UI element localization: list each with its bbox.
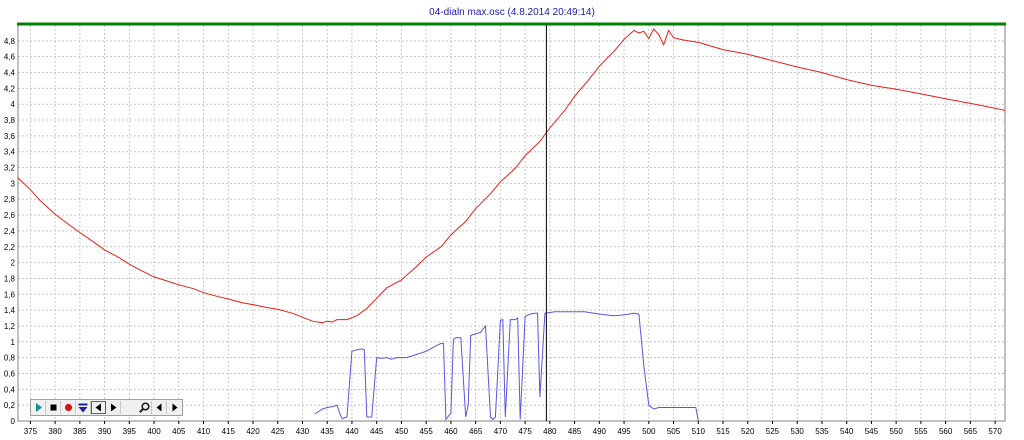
y-tick-label: 0,6 [4,369,16,378]
x-tick-label: 385 [73,427,87,436]
x-tick-label: 565 [964,427,978,436]
x-tick-label: 375 [24,427,38,436]
y-tick-label: 0,2 [4,401,16,410]
x-tick-label: 555 [914,427,928,436]
chart-title: 04-dialn max.osc (4.8.2014 20:49:14) [429,7,595,18]
x-tick-label: 465 [469,427,483,436]
y-tick-label: 4,2 [4,84,16,93]
x-tick-label: 570 [988,427,1002,436]
x-tick-label: 410 [197,427,211,436]
playback-toolbar [30,399,183,416]
play-icon[interactable] [31,401,46,414]
y-tick-label: 0,4 [4,385,16,394]
record-icon[interactable] [61,401,76,414]
x-tick-label: 485 [568,427,582,436]
x-tick-label: 495 [617,427,631,436]
y-tick-label: 2,2 [4,243,16,252]
x-tick-label: 445 [370,427,384,436]
y-tick-label: 1,8 [4,274,16,283]
x-tick-label: 470 [494,427,508,436]
y-tick-label: 2,6 [4,211,16,220]
grid [18,25,1005,421]
x-tick-label: 530 [791,427,805,436]
x-tick-label: 395 [123,427,137,436]
x-tick-label: 500 [642,427,656,436]
y-tick-label: 3,2 [4,164,16,173]
x-tick-label: 390 [98,427,112,436]
stop-icon[interactable] [46,401,61,414]
scroll-right-icon[interactable] [167,401,182,414]
y-tick-label: 1,6 [4,290,16,299]
x-tick-label: 400 [147,427,161,436]
x-tick-label: 540 [840,427,854,436]
scroll-left-icon[interactable] [152,401,167,414]
y-tick-label: 2 [11,259,16,268]
x-axis: 375 380 385 390 395 400 405 410 415 420 425 430 435 4… [24,421,1002,436]
x-tick-label: 515 [716,427,730,436]
x-tick-label: 405 [172,427,186,436]
y-tick-label: 4,4 [4,69,16,78]
x-tick-label: 425 [271,427,285,436]
y-tick-label: 2,8 [4,195,16,204]
zoom-icon[interactable] [137,401,152,414]
y-tick-label: 2,4 [4,227,16,236]
x-tick-label: 450 [395,427,409,436]
step-back-icon[interactable] [91,401,106,414]
y-tick-label: 4,6 [4,53,16,62]
x-tick-label: 475 [518,427,532,436]
x-tick-label: 460 [444,427,458,436]
y-tick-label: 1 [11,338,16,347]
toolbar-gap [121,401,137,414]
x-tick-label: 435 [321,427,335,436]
marker-down-icon[interactable] [76,401,91,414]
y-tick-label: 0 [11,417,16,426]
x-tick-label: 525 [766,427,780,436]
x-tick-label: 490 [593,427,607,436]
y-tick-label: 4 [11,100,16,109]
y-tick-label: 3,6 [4,132,16,141]
x-tick-label: 545 [865,427,879,436]
y-tick-label: 0,8 [4,354,16,363]
x-tick-label: 415 [222,427,236,436]
x-tick-label: 535 [815,427,829,436]
x-tick-label: 550 [889,427,903,436]
series-line-1 [17,28,1006,324]
x-tick-label: 440 [345,427,359,436]
x-tick-label: 560 [939,427,953,436]
y-tick-label: 1,2 [4,322,16,331]
y-tick-label: 1,4 [4,306,16,315]
x-tick-label: 480 [543,427,557,436]
y-axis: 0 0,2 0,4 0,6 0,8 1 1,2 1,4 1,6 1,8 2 2,2 2,4 2,6 2,8 3… [4,37,16,426]
x-tick-label: 455 [419,427,433,436]
x-tick-label: 505 [667,427,681,436]
x-tick-label: 430 [296,427,310,436]
series-group [17,28,1006,422]
y-tick-label: 4,8 [4,37,16,46]
y-tick-label: 3,8 [4,116,16,125]
x-tick-label: 420 [246,427,260,436]
plot-frame [17,24,1006,422]
x-tick-label: 510 [692,427,706,436]
y-tick-label: 3,4 [4,148,16,157]
step-forward-icon[interactable] [106,401,121,414]
x-tick-label: 380 [48,427,62,436]
series-line-2 [314,311,699,422]
x-tick-label: 520 [741,427,755,436]
y-tick-label: 3 [11,179,16,188]
